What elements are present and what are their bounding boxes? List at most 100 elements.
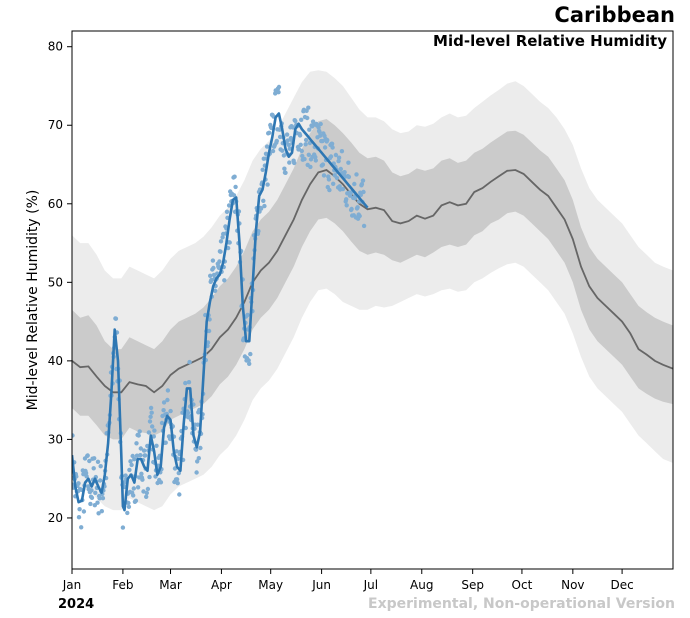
observation-point: [138, 446, 143, 451]
observation-point: [212, 288, 218, 293]
observation-point: [174, 449, 179, 454]
observation-point: [339, 149, 345, 154]
observation-point: [321, 173, 327, 178]
observation-point: [328, 154, 334, 159]
observation-point: [224, 209, 230, 214]
observation-point: [303, 142, 308, 147]
observation-point: [325, 137, 330, 143]
observation-point: [145, 486, 151, 492]
observation-point: [159, 420, 165, 426]
observation-point: [97, 496, 102, 501]
observation-point: [100, 496, 106, 501]
observation-point: [84, 474, 89, 479]
uncertainty-bands: [72, 70, 673, 511]
observation-point: [329, 141, 335, 146]
y-tick-label: 60: [48, 197, 63, 211]
observation-point: [163, 440, 168, 445]
y-tick-label: 30: [48, 432, 63, 446]
observation-point: [96, 511, 101, 516]
observation-point: [79, 525, 84, 530]
x-tick-label: Sep: [461, 578, 484, 592]
observation-point: [276, 84, 282, 90]
observation-point: [91, 466, 96, 471]
observation-point: [144, 490, 149, 496]
observation-point: [297, 133, 303, 138]
observation-point: [320, 138, 325, 144]
observation-point: [218, 239, 224, 244]
observation-point: [270, 148, 276, 154]
observation-point: [360, 178, 366, 183]
observation-point: [137, 429, 142, 434]
chart-title: Mid-level Relative Humidity: [433, 32, 667, 50]
observation-point: [336, 158, 341, 164]
observation-point: [338, 166, 343, 172]
observation-point: [299, 148, 304, 154]
observation-point: [95, 500, 100, 505]
observation-point: [340, 186, 346, 192]
observation-point: [123, 473, 128, 478]
observation-point: [198, 445, 203, 451]
observation-point: [355, 205, 360, 210]
observation-point: [211, 265, 216, 271]
observation-point: [344, 197, 349, 202]
observation-point: [346, 174, 352, 180]
observation-point: [258, 206, 264, 211]
observation-point: [231, 193, 237, 198]
observation-point: [85, 453, 90, 458]
observation-point: [277, 127, 282, 132]
observation-point: [83, 470, 89, 476]
observation-point: [226, 203, 232, 208]
observation-point: [139, 471, 144, 476]
x-tick-label: Oct: [512, 578, 533, 592]
observation-point: [131, 493, 136, 498]
observation-point: [262, 203, 267, 209]
observation-point: [210, 258, 216, 263]
observation-point: [149, 410, 154, 415]
observation-point: [176, 456, 181, 461]
observation-point: [342, 170, 347, 175]
observation-point: [313, 158, 318, 163]
observation-point: [299, 117, 304, 123]
observation-point: [286, 142, 291, 148]
observation-point: [143, 453, 148, 458]
observation-point: [261, 198, 266, 203]
x-tick-label: Jul: [363, 578, 378, 592]
observed-2024-line: [72, 112, 369, 512]
observation-point: [248, 351, 253, 357]
observation-point: [285, 138, 290, 143]
observation-point: [344, 203, 349, 208]
observation-point: [303, 137, 309, 143]
observation-point: [217, 259, 222, 264]
observation-point: [276, 90, 281, 95]
observation-point: [132, 457, 137, 462]
observation-point: [177, 492, 182, 497]
x-tick-label: Mar: [159, 578, 182, 592]
observation-point: [151, 434, 156, 439]
observation-point: [302, 156, 307, 162]
observation-point: [148, 414, 153, 419]
observation-point: [88, 501, 93, 507]
observation-point: [282, 166, 287, 171]
observation-point: [87, 458, 92, 464]
x-tick-label: Nov: [561, 578, 584, 592]
x-tick-label: Jan: [62, 578, 82, 592]
observation-point: [125, 510, 130, 516]
observation-point: [220, 235, 225, 240]
observation-point: [331, 181, 336, 186]
observation-point: [76, 481, 81, 486]
observation-point: [306, 105, 311, 110]
observation-point: [306, 152, 311, 157]
observation-point: [126, 504, 132, 509]
observation-point: [354, 172, 359, 177]
observation-point: [205, 340, 211, 345]
observation-point: [287, 146, 292, 151]
observation-point: [127, 467, 132, 473]
observation-point: [147, 474, 152, 480]
experimental-note: Experimental, Non-operational Version: [368, 596, 675, 612]
observation-point: [195, 422, 200, 427]
observation-point: [334, 175, 340, 181]
observation-point: [141, 448, 147, 453]
observation-point: [317, 129, 322, 135]
observation-point: [128, 459, 133, 464]
